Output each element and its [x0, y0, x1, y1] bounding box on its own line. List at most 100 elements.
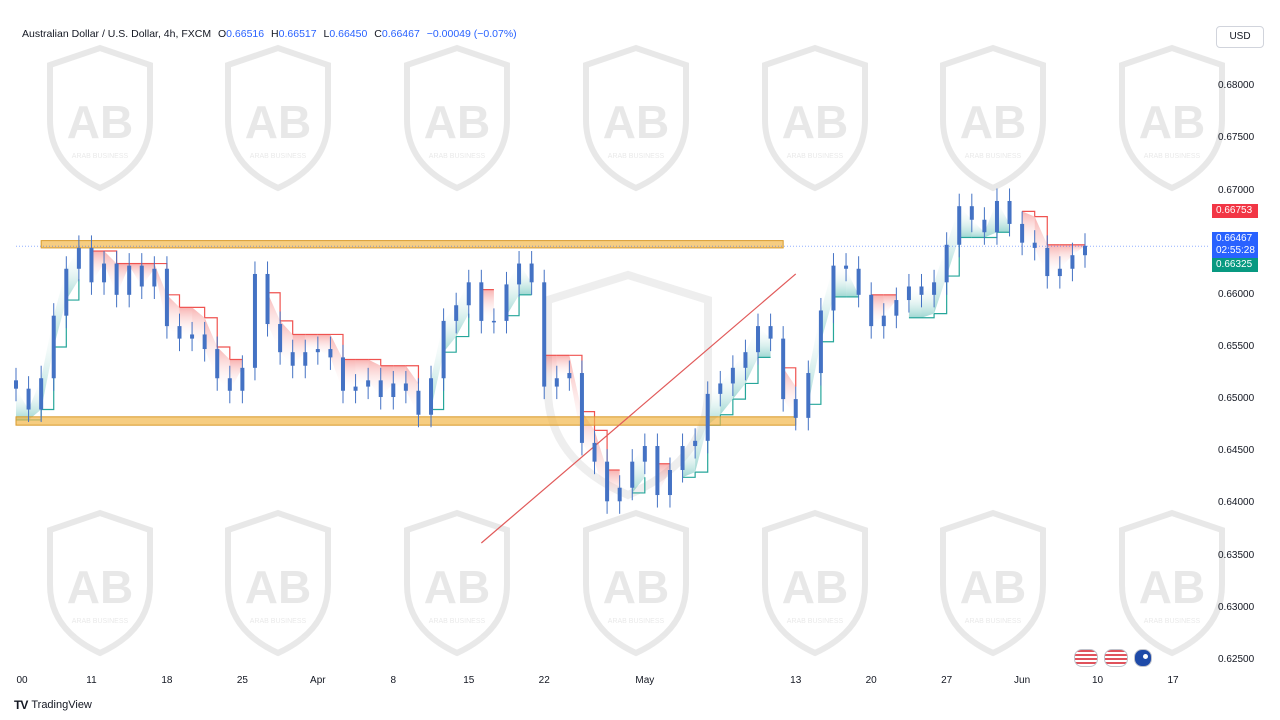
high-label: H	[271, 28, 279, 40]
time-axis-label: 8	[390, 675, 397, 686]
watermark-shield-icon: AB ARAB BUSINESS	[1119, 509, 1225, 657]
price-axis-label: 0.63500	[1218, 549, 1255, 561]
watermark-text: ARAB BUSINESS	[1144, 618, 1201, 625]
time-axis-label: 17	[1167, 675, 1179, 686]
close-label: C	[374, 28, 382, 40]
candle	[1070, 242, 1075, 282]
price-axis-label: 0.66000	[1218, 288, 1255, 300]
candle	[944, 232, 949, 295]
watermark-shield-icon: AB ARAB BUSINESS	[404, 509, 510, 657]
watermark-shield-icon: AB ARAB BUSINESS	[47, 44, 153, 192]
watermark-shield-icon: AB ARAB BUSINESS	[583, 509, 689, 657]
candle	[680, 433, 685, 483]
candle	[152, 256, 157, 299]
watermark-shield-icon: AB ARAB BUSINESS	[225, 44, 331, 192]
watermark-shield-icon: AB ARAB BUSINESS	[47, 509, 153, 657]
candle	[793, 386, 798, 431]
candle	[215, 336, 220, 391]
candle	[932, 269, 937, 308]
watermark-text: ARAB BUSINESS	[72, 618, 129, 625]
watermark-initials: AB	[960, 96, 1026, 148]
watermark-shield-icon: AB ARAB BUSINESS	[762, 509, 868, 657]
candle	[957, 193, 962, 258]
footer-brand[interactable]: TV TradingView	[14, 698, 92, 712]
price-axis-label: 0.67000	[1218, 184, 1255, 196]
time-axis-label: 00	[16, 675, 28, 686]
supertrend-layer	[16, 200, 1085, 502]
price-tag-current: 0.66467 02:55:28	[1212, 232, 1258, 258]
watermark-shield-icon: AB ARAB BUSINESS	[583, 44, 689, 192]
candle	[906, 273, 911, 313]
candle	[14, 367, 18, 402]
candle	[479, 269, 484, 334]
australia-flag-icon[interactable]	[1134, 649, 1152, 667]
watermark-initials: AB	[1139, 96, 1205, 148]
watermark-initials: AB	[960, 561, 1026, 613]
price-axis-label: 0.65000	[1218, 393, 1255, 405]
support-zone[interactable]	[15, 416, 797, 426]
candle	[831, 253, 836, 323]
tradingview-logo-icon: TV	[14, 698, 28, 712]
watermark-shield-icon: AB ARAB BUSINESS	[940, 509, 1046, 657]
watermark-shield-icon: AB ARAB BUSINESS	[762, 44, 868, 192]
ascending-trendline[interactable]	[480, 273, 797, 544]
us-flag-icon[interactable]	[1074, 649, 1098, 667]
watermark-text: ARAB BUSINESS	[72, 153, 129, 160]
watermark-text: ARAB BUSINESS	[250, 618, 307, 625]
candle	[504, 271, 509, 334]
candle	[177, 313, 182, 352]
low-label: L	[323, 28, 330, 40]
open-value: 0.66516	[226, 28, 265, 40]
low-value: 0.66450	[329, 28, 368, 40]
candle	[278, 311, 283, 365]
watermark-shield-icon: AB ARAB BUSINESS	[940, 44, 1046, 192]
watermark-text: ARAB BUSINESS	[1144, 153, 1201, 160]
candle	[491, 308, 496, 334]
candle	[164, 256, 169, 339]
current-price: 0.66467	[1216, 233, 1253, 244]
candle	[1007, 188, 1012, 237]
price-tag-lower: 0.66325	[1212, 258, 1258, 272]
candle	[982, 207, 987, 245]
candle	[994, 188, 999, 245]
price-axis-label: 0.64500	[1218, 445, 1255, 457]
candle	[743, 339, 748, 381]
us-flag-icon[interactable]	[1104, 649, 1128, 667]
time-axis-label: May	[635, 675, 655, 686]
candle	[517, 251, 522, 297]
candle	[190, 321, 195, 352]
candle	[403, 370, 408, 404]
candle	[454, 292, 459, 334]
candle	[1045, 235, 1050, 289]
open-label: O	[217, 28, 227, 40]
time-axis-label: 27	[941, 675, 953, 686]
candle	[240, 355, 245, 404]
candle	[806, 360, 811, 431]
price-axis-label: 0.68000	[1218, 80, 1255, 92]
price-axis-label: 0.63000	[1218, 601, 1255, 613]
candle	[202, 321, 207, 362]
candle	[353, 374, 358, 404]
candle	[1032, 230, 1037, 261]
candle	[466, 269, 471, 318]
candle	[730, 355, 735, 396]
watermark-initials: AB	[245, 561, 311, 613]
candle	[139, 253, 144, 299]
time-axis-label: 13	[790, 675, 802, 686]
watermark-initials: AB	[603, 96, 669, 148]
candle	[881, 303, 886, 339]
candle	[378, 367, 383, 410]
currency-button[interactable]: USD	[1216, 26, 1264, 48]
candle	[768, 313, 773, 352]
brand-name: TradingView	[31, 699, 92, 711]
candle	[51, 303, 56, 391]
candle	[64, 256, 69, 329]
resistance-zone[interactable]	[40, 240, 784, 249]
symbol-title: Australian Dollar / U.S. Dollar, 4h, FXC…	[22, 28, 212, 40]
candle	[592, 430, 597, 475]
candle	[605, 449, 610, 514]
price-axis-label: 0.62500	[1218, 653, 1255, 665]
time-axis-label: Apr	[310, 675, 326, 686]
candle	[1020, 211, 1025, 256]
